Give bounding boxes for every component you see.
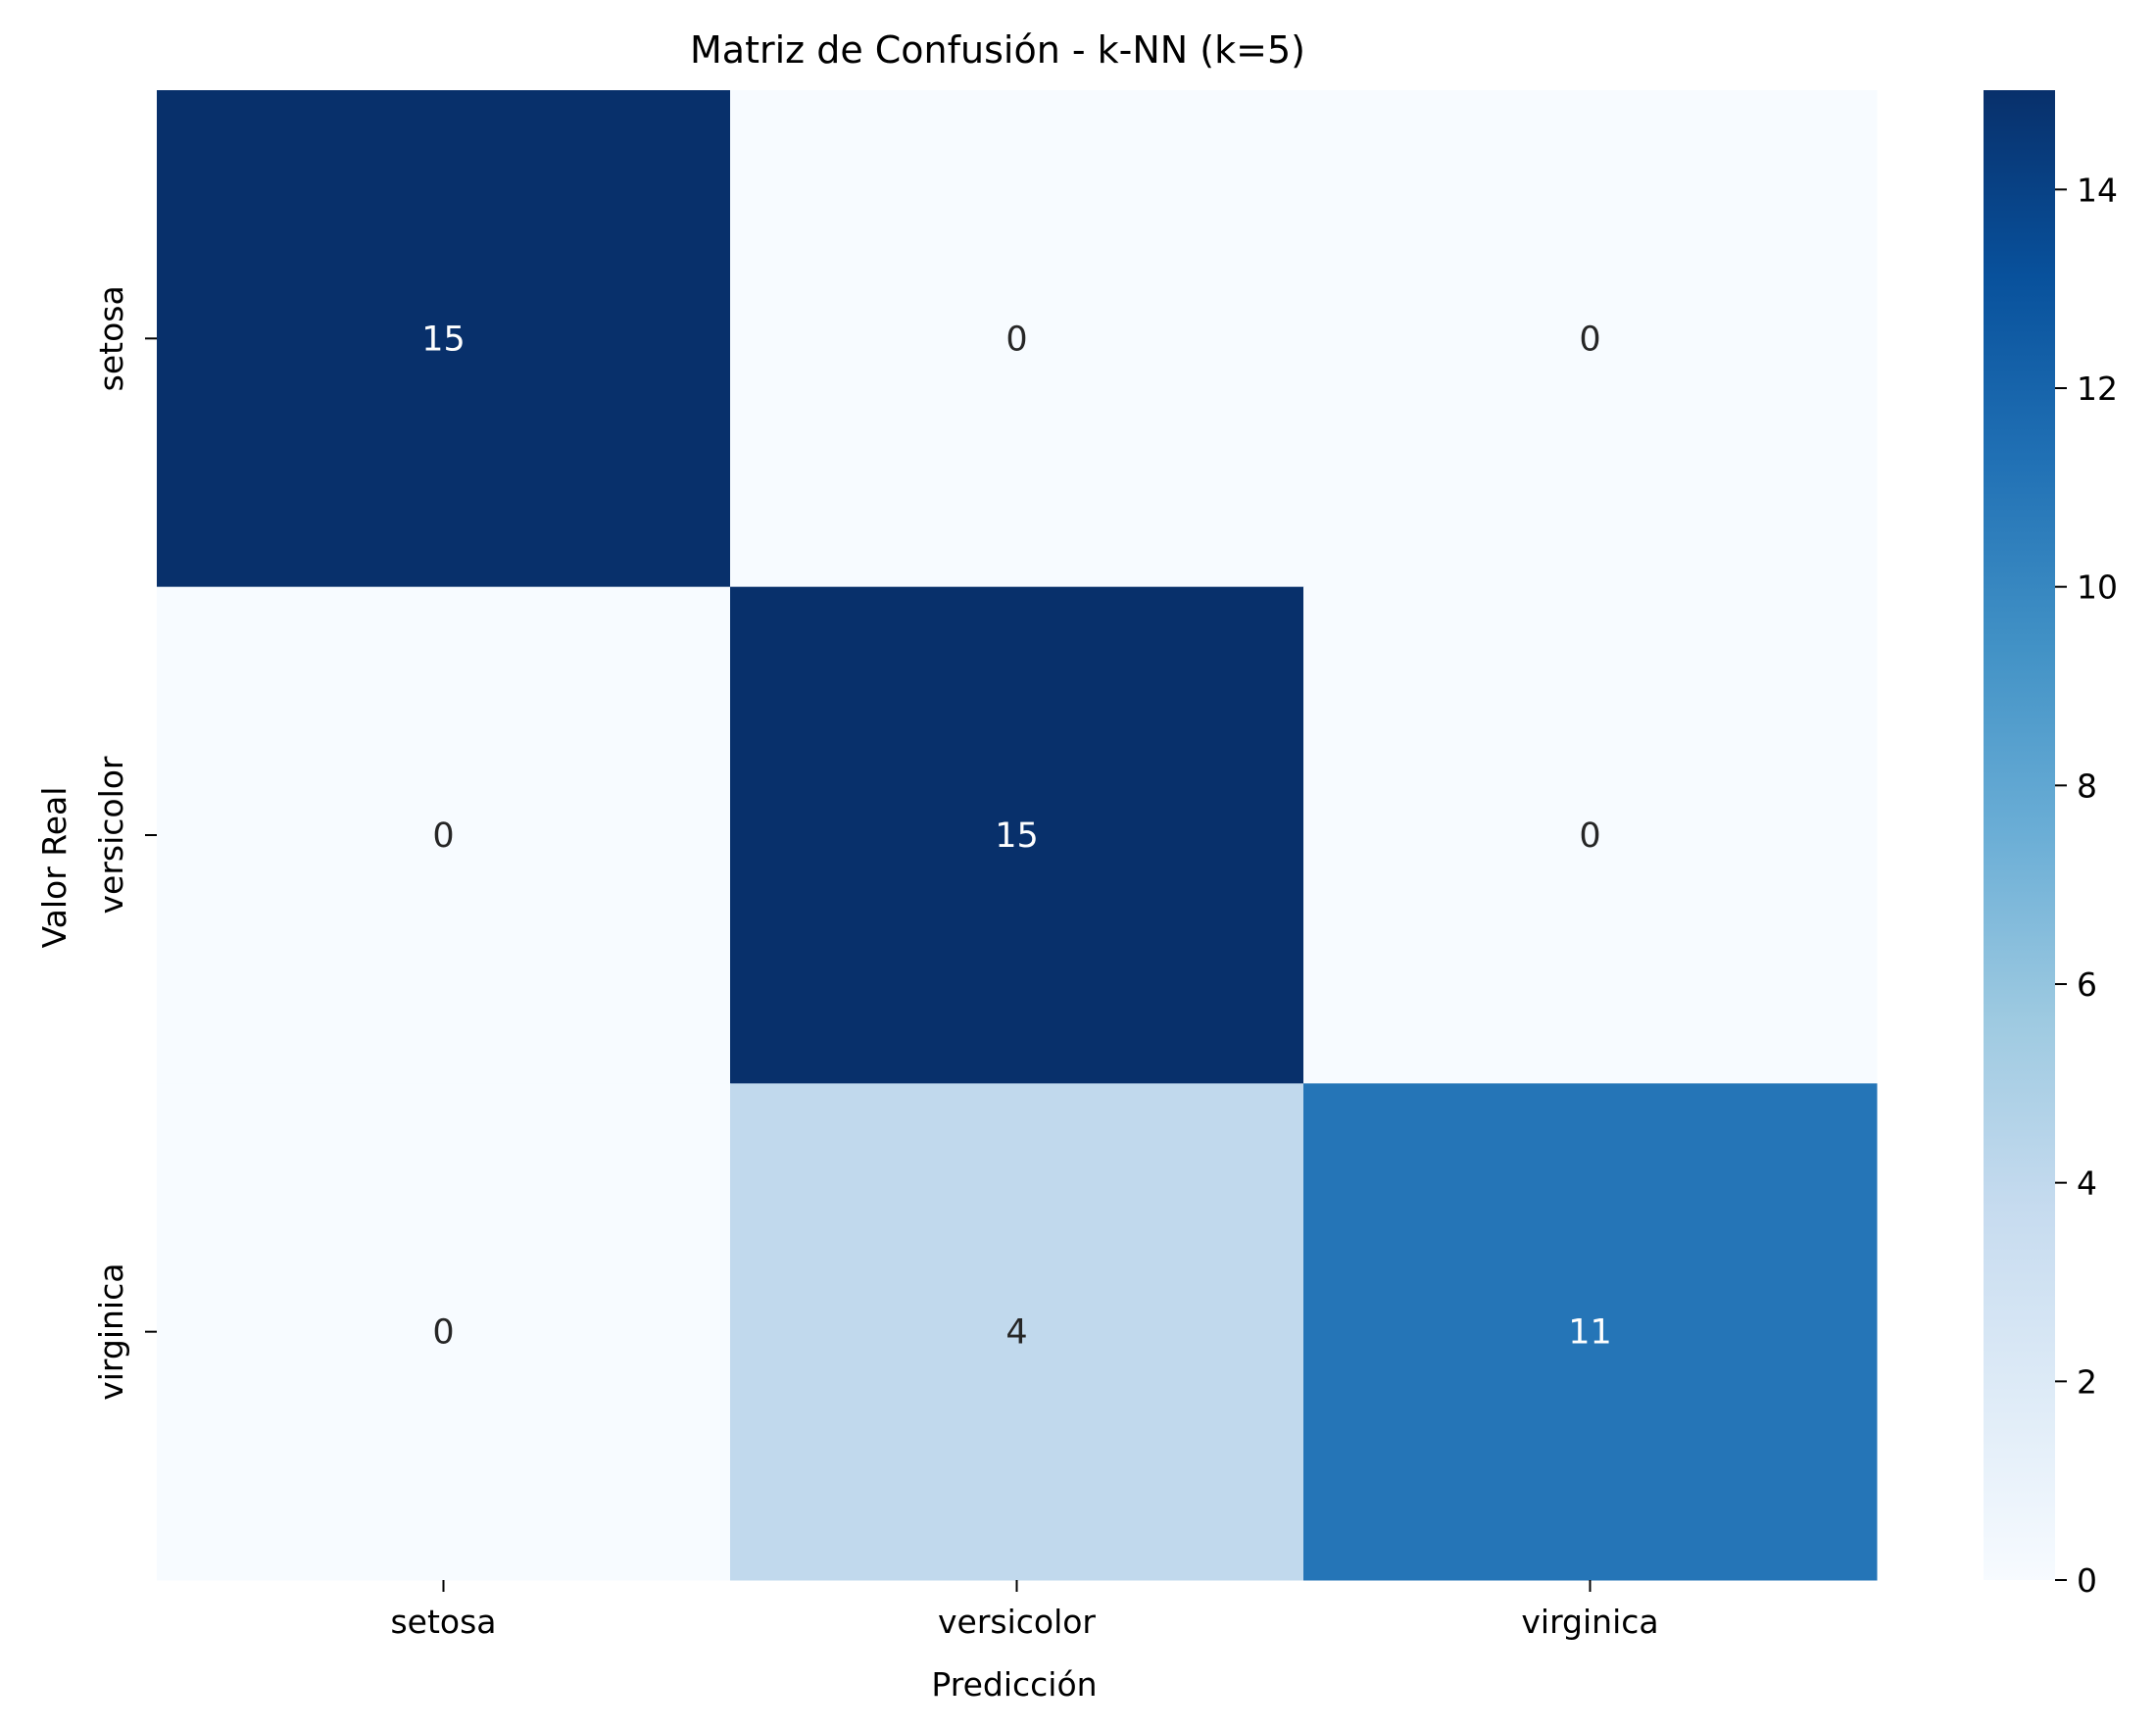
colorbar xyxy=(1984,90,2055,1580)
x-tick-label: setosa xyxy=(390,1603,496,1641)
heatmap-cell xyxy=(1303,1083,1878,1581)
cell-value-label: 0 xyxy=(1005,320,1027,359)
colorbar-tick-label: 8 xyxy=(2077,766,2097,805)
cell-value-label: 0 xyxy=(432,816,454,856)
heatmap-cell xyxy=(730,586,1304,1084)
heatmap-cells xyxy=(157,90,1878,1581)
colorbar-tick-label: 12 xyxy=(2077,370,2118,408)
chart-title: Matriz de Confusión - k-NN (k=5) xyxy=(690,28,1305,72)
cell-value-label: 0 xyxy=(432,1313,454,1353)
heatmap-cell xyxy=(1303,90,1878,588)
x-tick-label: virginica xyxy=(1521,1603,1658,1641)
colorbar-ticks: 0 2 4 6 8 10 12 14 xyxy=(2055,171,2118,1600)
colorbar-tick-label: 4 xyxy=(2077,1164,2097,1203)
cell-value-label: 15 xyxy=(421,320,466,359)
colorbar-tick-label: 10 xyxy=(2077,568,2118,607)
x-axis-ticks: setosa versicolor virginica xyxy=(390,1580,1659,1641)
cell-value-label: 0 xyxy=(1579,320,1600,359)
colorbar-tick-label: 0 xyxy=(2077,1561,2097,1600)
colorbar-tick-label: 14 xyxy=(2077,171,2118,209)
y-axis-label: Valor Real xyxy=(35,787,74,949)
heatmap-cell xyxy=(157,586,731,1084)
colorbar-tick-label: 6 xyxy=(2077,965,2097,1004)
heatmap-cell xyxy=(1303,586,1878,1084)
cell-value-label: 11 xyxy=(1568,1313,1612,1353)
heatmap-cell xyxy=(157,1083,731,1581)
y-axis-ticks: setosa versicolor virginica xyxy=(92,285,157,1401)
cell-value-label: 4 xyxy=(1005,1313,1027,1353)
heatmap-cell-labels: 15 0 0 0 15 0 0 4 11 xyxy=(421,320,1612,1352)
y-tick-label: setosa xyxy=(92,285,130,391)
cell-value-label: 15 xyxy=(995,816,1039,856)
colorbar-tick-label: 2 xyxy=(2077,1362,2097,1401)
x-axis-label: Predicción xyxy=(931,1665,1097,1704)
y-tick-label: versicolor xyxy=(92,756,130,914)
cell-value-label: 0 xyxy=(1579,816,1600,856)
heatmap-cell xyxy=(730,90,1304,588)
y-tick-label: virginica xyxy=(92,1263,130,1401)
x-tick-label: versicolor xyxy=(938,1603,1096,1641)
heatmap-cell xyxy=(730,1083,1304,1581)
heatmap-cell xyxy=(157,90,731,588)
